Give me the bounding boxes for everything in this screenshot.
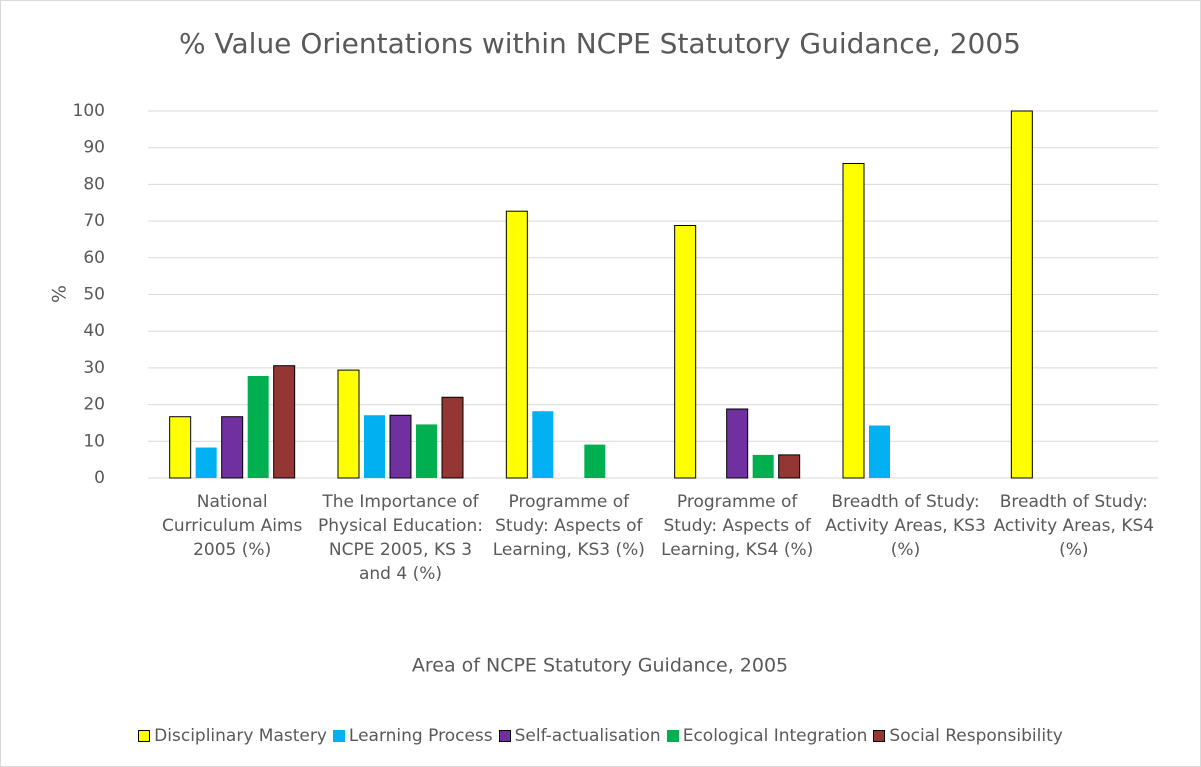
bar: [247, 375, 269, 478]
bar: [1010, 110, 1033, 479]
y-tick-label: 80: [83, 174, 105, 194]
bar: [842, 162, 865, 479]
y-tick-label: 20: [83, 395, 105, 415]
legend-label: Disciplinary Mastery: [154, 726, 327, 746]
bar: [505, 210, 528, 479]
legend-item: Disciplinary Mastery: [138, 726, 327, 746]
y-tick-label: 70: [83, 211, 105, 231]
chart-title: % Value Orientations within NCPE Statuto…: [179, 27, 1021, 60]
legend-swatch: [873, 730, 886, 742]
bar: [778, 454, 801, 479]
bar: [221, 416, 244, 479]
legend-label: Learning Process: [348, 726, 493, 746]
x-tick-label: Breadth of Study: Activity Areas, KS3 (%…: [825, 492, 986, 560]
x-tick-label: Breadth of Study: Activity Areas, KS4 (%…: [993, 492, 1155, 560]
legend-swatch: [666, 730, 679, 742]
legend-swatch: [498, 730, 511, 742]
bar: [273, 365, 296, 479]
y-tick-label: 60: [83, 248, 105, 268]
bar: [584, 444, 606, 478]
bar: [169, 416, 192, 479]
x-tick-label: National Curriculum Aims 2005 (%): [161, 492, 303, 560]
legend-label: Ecological Integration: [682, 726, 868, 746]
bar: [364, 415, 385, 478]
legend-item: Learning Process: [332, 726, 493, 746]
y-tick-label: 30: [83, 358, 105, 378]
y-tick-label: 40: [83, 321, 105, 341]
legend-label: Social Responsibility: [889, 726, 1063, 746]
y-tick-label: 50: [83, 285, 105, 305]
bar: [441, 396, 464, 479]
legend-item: Ecological Integration: [666, 726, 868, 746]
bar: [195, 447, 217, 478]
x-tick-label: Programme of Study: Aspects of Learning,…: [492, 492, 645, 560]
legend-label: Self-actualisation: [514, 726, 661, 746]
legend-swatch: [138, 730, 151, 742]
legend: Disciplinary Mastery Learning Process Self…: [0, 726, 1201, 746]
bar: [416, 424, 437, 478]
x-tick-label: The Importance of Physical Education: NC…: [318, 492, 483, 584]
y-tick-label: 90: [83, 138, 105, 158]
legend-item: Social Responsibility: [873, 726, 1063, 746]
bar: [532, 411, 554, 478]
legend-swatch: [332, 730, 345, 742]
bar: [869, 425, 890, 478]
y-tick-label: 100: [73, 101, 105, 121]
bar: [389, 414, 412, 479]
x-tick-label: Programme of Study: Aspects of Learning,…: [661, 492, 814, 560]
y-tick-label: 0: [94, 468, 105, 488]
legend-item: Self-actualisation: [498, 726, 661, 746]
bar: [726, 408, 749, 479]
bar: [674, 225, 697, 479]
y-axis-title: %: [49, 285, 71, 303]
y-tick-label: 10: [83, 431, 105, 451]
bar: [337, 369, 360, 479]
bar: [752, 454, 774, 478]
x-axis-title: Area of NCPE Statutory Guidance, 2005: [412, 655, 788, 677]
